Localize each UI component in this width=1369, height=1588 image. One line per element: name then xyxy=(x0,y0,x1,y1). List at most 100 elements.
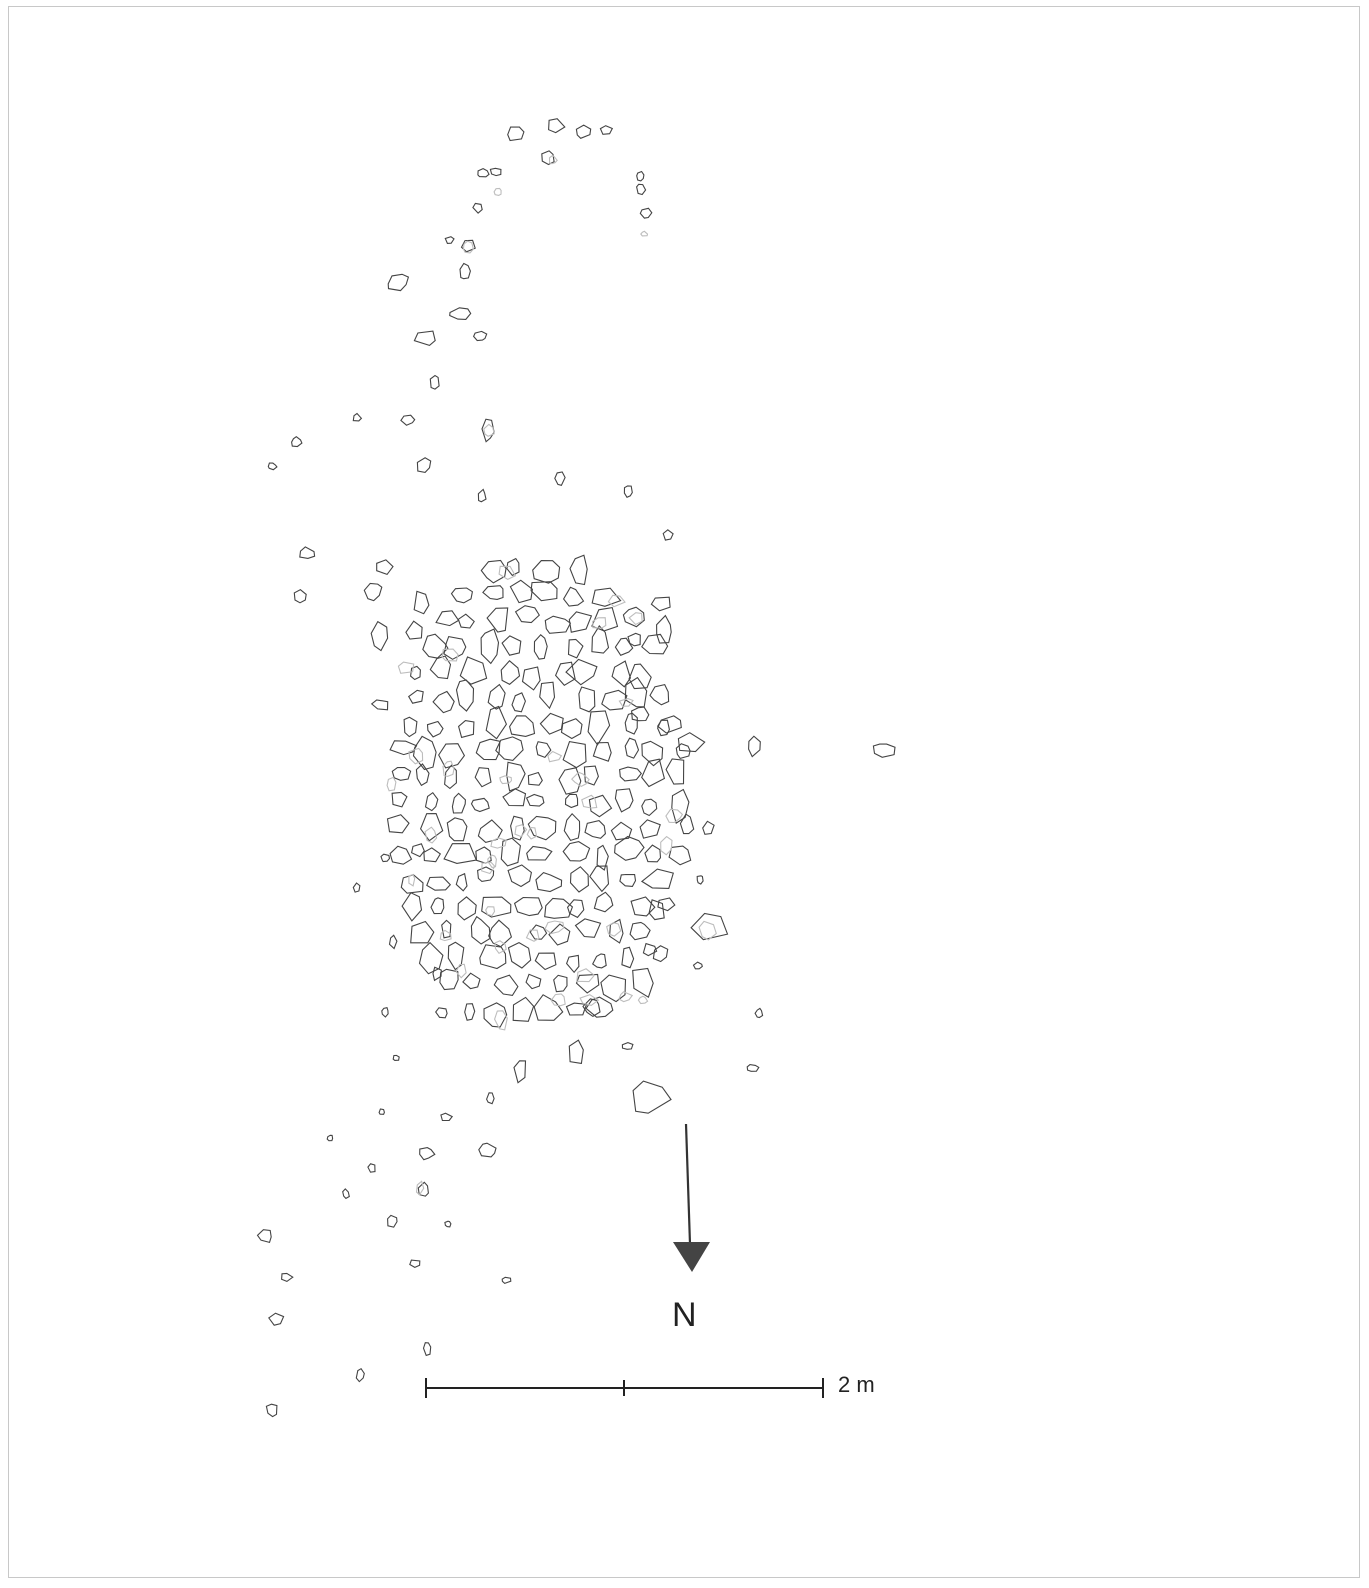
stone-outline xyxy=(459,262,471,280)
stone-outline xyxy=(553,974,568,993)
stone-outline xyxy=(413,330,436,347)
stone-outline xyxy=(511,692,526,713)
faint-stone-outline xyxy=(462,240,475,254)
stone-outline xyxy=(702,820,715,835)
stone-outline xyxy=(591,587,622,607)
stone-outline xyxy=(438,743,466,769)
stone-outline xyxy=(696,875,704,885)
stone-outline xyxy=(480,628,500,665)
stone-outline xyxy=(648,899,665,921)
stone-outline xyxy=(565,1002,588,1016)
stone-outline xyxy=(585,996,614,1018)
stone-outline xyxy=(493,974,519,996)
stone-outline xyxy=(401,892,423,922)
stone-outline xyxy=(636,183,647,196)
faint-stone-outline xyxy=(628,612,643,626)
stone-outline xyxy=(596,844,609,871)
stone-outline xyxy=(407,689,424,704)
faint-stone-outlines xyxy=(386,154,717,1196)
stone-outline xyxy=(501,1276,512,1285)
stone-outline xyxy=(600,974,627,1003)
north-label: N xyxy=(672,1296,697,1334)
scale-label: 2 m xyxy=(838,1372,875,1397)
stone-outline xyxy=(593,891,614,913)
stone-outline xyxy=(268,1312,285,1326)
stone-outline xyxy=(591,624,610,654)
stone-outline xyxy=(641,798,658,817)
stone-outline xyxy=(591,953,607,969)
faint-stone-outline xyxy=(442,760,455,777)
stone-outline xyxy=(430,897,445,915)
stone-outline xyxy=(592,741,612,762)
faint-stone-outline xyxy=(548,154,558,165)
faint-stone-outline xyxy=(441,648,459,662)
stone-outline xyxy=(507,941,532,969)
stone-outline xyxy=(558,767,582,795)
stone-outline xyxy=(500,837,521,867)
faint-stone-outline xyxy=(640,230,649,237)
stone-outline xyxy=(376,559,394,576)
stone-outline xyxy=(432,690,455,714)
stone-outline xyxy=(641,758,666,788)
stone-outline xyxy=(530,581,558,602)
faint-stone-outline xyxy=(483,423,495,437)
stone-outline xyxy=(665,758,685,785)
stone-outline xyxy=(475,738,501,761)
faint-stone-outline xyxy=(618,991,634,1003)
stone-outline xyxy=(541,150,555,166)
stone-outline xyxy=(568,1039,584,1065)
stone-outline xyxy=(662,529,674,541)
stone-outline xyxy=(629,921,651,941)
stone-outline xyxy=(352,882,361,893)
stone-outline xyxy=(652,945,669,963)
stone-outline xyxy=(326,1134,334,1142)
stone-outline xyxy=(501,635,522,656)
stone-outline xyxy=(639,819,661,839)
stone-outline xyxy=(447,941,465,971)
stone-outline xyxy=(415,763,430,787)
stone-outline xyxy=(267,462,278,471)
stone-outline xyxy=(679,813,695,835)
stone-outline xyxy=(624,712,638,735)
stone-outline xyxy=(455,679,475,712)
stone-outlines xyxy=(256,118,896,1418)
stone-outline xyxy=(412,735,437,771)
faint-stone-outline xyxy=(637,995,649,1005)
stone-outline xyxy=(656,614,672,644)
stone-outline xyxy=(533,994,564,1021)
stone-outline xyxy=(639,207,653,219)
stone-outline xyxy=(640,868,674,889)
stone-outline xyxy=(529,924,548,940)
stone-outline xyxy=(548,923,571,946)
stone-outline xyxy=(443,635,467,660)
faint-stone-outline xyxy=(526,826,538,840)
stone-outline xyxy=(544,615,572,634)
stone-outline xyxy=(429,655,452,680)
stone-outline xyxy=(624,676,648,708)
stone-outline xyxy=(512,996,535,1022)
stone-outline xyxy=(387,1214,398,1228)
faint-stone-outline xyxy=(408,747,424,765)
stone-outline xyxy=(614,835,645,861)
stone-outline xyxy=(630,896,656,917)
stone-outline xyxy=(565,658,598,686)
faint-stone-outline xyxy=(618,698,634,707)
stone-outline xyxy=(423,847,442,863)
stone-outline xyxy=(574,918,602,938)
stone-outline xyxy=(405,620,423,640)
stone-outline xyxy=(400,414,416,426)
stone-outline xyxy=(485,705,508,740)
stone-outline xyxy=(668,845,692,866)
stone-outline xyxy=(381,1007,389,1018)
faint-stone-outline xyxy=(498,565,517,581)
stone-outline xyxy=(692,961,703,970)
stone-outline xyxy=(470,915,491,945)
stone-outline xyxy=(563,812,581,842)
stone-outline xyxy=(470,797,490,813)
stone-outline xyxy=(568,611,593,633)
stone-outline xyxy=(567,638,584,659)
stone-outline xyxy=(636,170,645,182)
faint-stone-outline xyxy=(698,920,717,941)
faint-stone-outline xyxy=(547,750,563,763)
stone-outline xyxy=(656,719,670,737)
